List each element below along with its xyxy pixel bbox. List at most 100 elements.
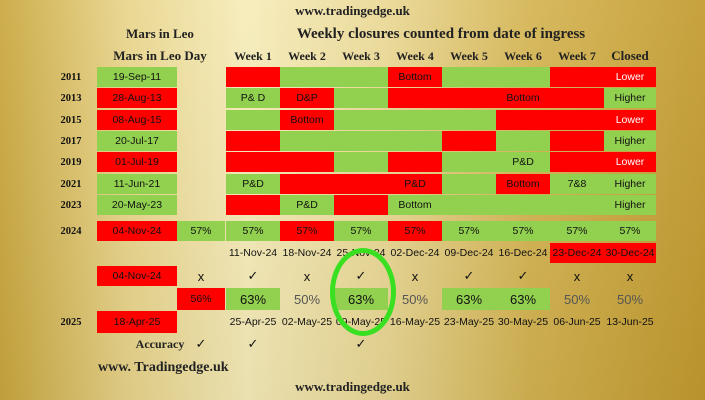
week-cell xyxy=(334,88,388,108)
week-cell xyxy=(496,195,550,215)
week-cell xyxy=(442,131,496,151)
accuracy-label: Accuracy xyxy=(135,336,185,351)
week-header: Week 3 xyxy=(342,48,380,63)
week-cell xyxy=(388,152,442,172)
week-date: 25-Apr-25 xyxy=(229,316,277,328)
week-cell: Lower xyxy=(604,67,656,87)
highlight-circle xyxy=(330,248,396,336)
week-cell xyxy=(550,67,604,87)
year-cell: 2023 xyxy=(60,199,82,211)
week-cell xyxy=(442,152,496,172)
week-cell: 57% xyxy=(604,221,656,241)
week-header: Week 4 xyxy=(396,48,434,63)
week-header: Week 5 xyxy=(450,48,488,63)
week-cell: 57% xyxy=(334,221,388,241)
year-cell: 2015 xyxy=(60,114,82,126)
week-cell xyxy=(496,131,550,151)
week-cell xyxy=(496,110,550,130)
week-cell xyxy=(226,195,280,215)
week-cell xyxy=(334,131,388,151)
week-cell: Higher xyxy=(604,131,656,151)
week-cell xyxy=(226,110,280,130)
week-cell: Bottom xyxy=(496,174,550,194)
week-cell xyxy=(442,88,496,108)
accuracy-mark: ✓ xyxy=(247,336,259,351)
week-cell xyxy=(550,88,604,108)
week-date: 30-May-25 xyxy=(497,316,549,328)
week-cell: 57% xyxy=(550,221,604,241)
week-cell: Lower xyxy=(604,152,656,172)
mark-cell: x xyxy=(626,268,634,284)
pct-cell: 63% xyxy=(442,288,496,310)
week-header: Week 2 xyxy=(288,48,326,63)
week-cell xyxy=(334,67,388,87)
week-cell: P&D xyxy=(496,152,550,172)
pct-cell: 50% xyxy=(293,291,321,307)
mark-cell: ✓ xyxy=(247,268,259,283)
pct-cell: 50% xyxy=(401,291,429,307)
week-cell xyxy=(442,67,496,87)
week-cell: 57% xyxy=(442,221,496,241)
week-cell: P&D xyxy=(388,174,442,194)
ingress-date: 08-Aug-15 xyxy=(97,110,177,130)
week-cell xyxy=(226,67,280,87)
week-cell: 57% xyxy=(226,221,280,241)
week-cell xyxy=(388,110,442,130)
week-cell: Bottom xyxy=(280,110,334,130)
week-cell xyxy=(280,174,334,194)
week-date: 02-May-25 xyxy=(281,316,333,328)
site-url-middle: www. Tradingedge.uk xyxy=(98,360,229,375)
year-cell: 2019 xyxy=(60,156,82,168)
pct-cell: 57% xyxy=(177,221,225,241)
week-cell xyxy=(550,152,604,172)
week-cell xyxy=(280,67,334,87)
week-cell: 7&8 xyxy=(550,174,604,194)
ingress-date: 18-Apr-25 xyxy=(97,311,177,333)
week-cell: P&D xyxy=(226,174,280,194)
week-cell: P& D xyxy=(226,88,280,108)
week-cell: 57% xyxy=(280,221,334,241)
week-cell: Bottom xyxy=(388,67,442,87)
year-cell: 2011 xyxy=(60,71,82,83)
week-header: Week 6 xyxy=(504,48,542,63)
ingress-date: 04-Nov-24 xyxy=(97,266,177,286)
mark-cell: x xyxy=(573,268,581,284)
pct-cell: 50% xyxy=(563,291,591,307)
year-cell: 2017 xyxy=(60,135,82,147)
accuracy-mark: ✓ xyxy=(195,336,207,351)
week-cell: 57% xyxy=(388,221,442,241)
accuracy-mark xyxy=(280,334,334,354)
week-cell: Higher xyxy=(604,88,656,108)
year-cell: 2025 xyxy=(60,316,82,328)
week-date: 09-Dec-24 xyxy=(444,247,494,259)
mark-cell: x xyxy=(411,268,419,284)
week-cell xyxy=(280,131,334,151)
week-cell xyxy=(226,131,280,151)
week-cell xyxy=(334,152,388,172)
week-cell: 57% xyxy=(496,221,550,241)
week-cell xyxy=(388,131,442,151)
week-cell xyxy=(442,195,496,215)
week-header: Closed xyxy=(611,48,649,63)
ingress-date: 28-Aug-13 xyxy=(97,88,177,108)
week-cell xyxy=(226,152,280,172)
pct-cell: 63% xyxy=(226,288,280,310)
mark-cell: ✓ xyxy=(463,268,475,283)
table-title: Weekly closures counted from date of ing… xyxy=(296,25,586,42)
week-cell xyxy=(334,174,388,194)
week-date: 23-Dec-24 xyxy=(550,243,604,263)
year-cell: 2013 xyxy=(60,92,82,104)
ingress-date: 19-Sep-11 xyxy=(97,67,177,87)
week-date: 06-Jun-25 xyxy=(553,316,601,328)
mark-cell: x xyxy=(303,268,311,284)
week-cell xyxy=(550,110,604,130)
pct-cell: 56% xyxy=(177,288,225,310)
site-url-bottom: www.tradingedge.uk xyxy=(295,379,410,394)
week-date: 11-Nov-24 xyxy=(228,247,278,259)
week-cell: Bottom xyxy=(388,195,442,215)
ingress-date: 04-Nov-24 xyxy=(97,221,177,241)
year-cell: 2021 xyxy=(60,178,82,190)
mars-in-leo-day-label: Mars in Leo Day xyxy=(113,48,207,63)
week-cell: Higher xyxy=(604,195,656,215)
